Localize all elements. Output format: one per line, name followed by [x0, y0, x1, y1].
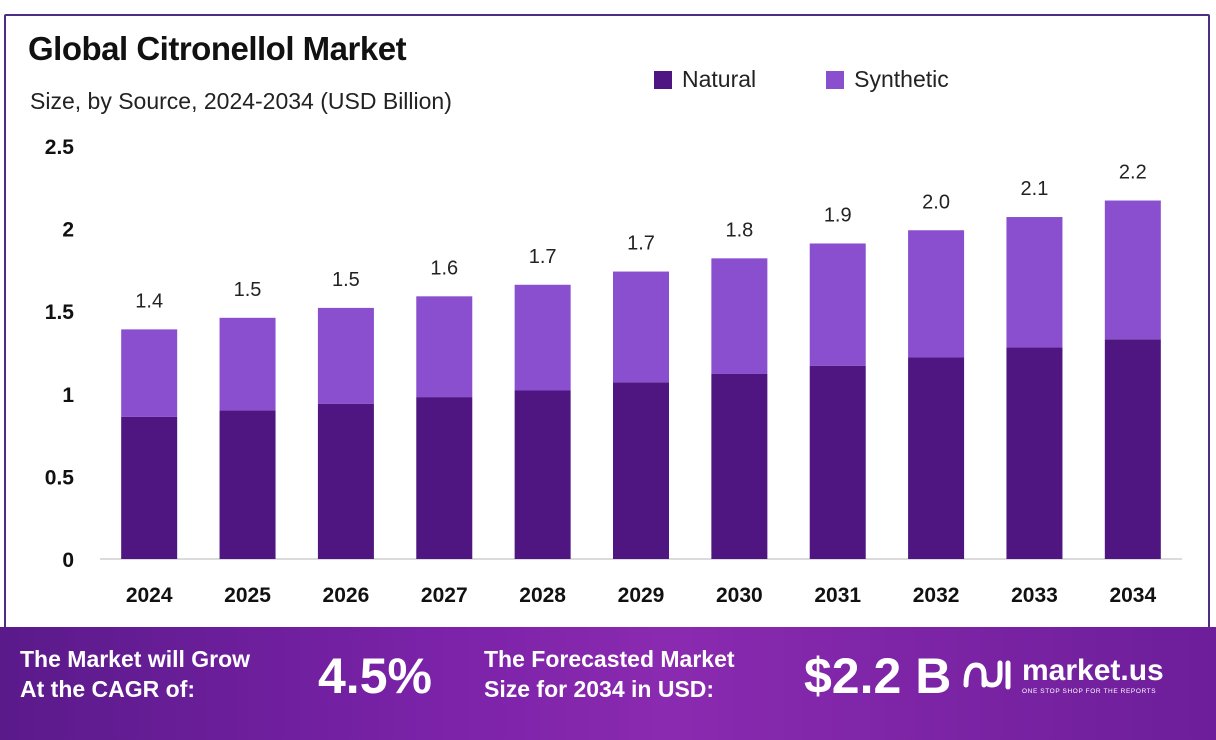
legend-swatch-synthetic	[826, 70, 845, 89]
bar-total-label: 1.7	[627, 233, 655, 255]
brand-text-block: market.us ONE STOP SHOP FOR THE REPORTS	[1022, 653, 1164, 695]
cagr-label-line1: The Market will Grow	[20, 646, 251, 672]
chart-title: Global Citronellol Market	[28, 30, 407, 67]
y-tick-label: 1.5	[45, 301, 75, 324]
bar-synthetic-2032	[908, 230, 965, 358]
bar-natural-2025	[219, 410, 276, 559]
bar-synthetic-2031	[809, 243, 866, 366]
bar-synthetic-2026	[317, 307, 374, 404]
forecast-label-line2: Size for 2034 in USD:	[484, 676, 715, 702]
bar-natural-2034	[1104, 339, 1161, 559]
cagr-value: 4.5%	[318, 648, 432, 704]
market-us-logo-icon	[963, 660, 1011, 690]
brand-tagline: ONE STOP SHOP FOR THE REPORTS	[1022, 687, 1157, 695]
x-tick-label: 2030	[716, 584, 763, 607]
legend-item-synthetic: Synthetic	[826, 66, 949, 93]
cagr-label-line2: At the CAGR of:	[20, 676, 196, 702]
bar-natural-2026	[317, 403, 374, 559]
x-tick-label: 2031	[814, 584, 861, 607]
bar-synthetic-2034	[1104, 200, 1161, 340]
bar-total-label: 1.6	[430, 257, 458, 279]
x-tick-label: 2029	[618, 584, 665, 607]
legend-label-natural: Natural	[682, 66, 757, 92]
brand-name: market.us	[1022, 653, 1164, 687]
y-tick-label: 0	[62, 549, 74, 572]
x-tick-label: 2028	[519, 584, 566, 607]
x-tick-label: 2024	[126, 584, 173, 607]
x-tick-label: 2025	[224, 584, 271, 607]
cagr-label: The Market will Grow At the CAGR of:	[20, 644, 250, 704]
bar-total-label: 1.5	[332, 269, 360, 291]
bar-total-label: 1.5	[234, 279, 262, 301]
bar-natural-2028	[514, 390, 571, 559]
bar-total-label: 1.9	[824, 204, 852, 226]
x-tick-label: 2032	[913, 584, 960, 607]
forecast-value: $2.2 B	[804, 648, 952, 704]
bar-synthetic-2025	[219, 317, 276, 411]
bar-synthetic-2027	[416, 296, 473, 398]
summary-banner: The Market will Grow At the CAGR of: 4.5…	[0, 627, 1216, 740]
x-tick-label: 2033	[1011, 584, 1058, 607]
bar-synthetic-2028	[514, 284, 571, 391]
bar-natural-2024	[121, 416, 178, 559]
bar-synthetic-2033	[1006, 217, 1063, 348]
bar-natural-2032	[908, 357, 965, 559]
y-tick-label: 0.5	[45, 466, 75, 489]
x-tick-label: 2027	[421, 584, 468, 607]
bar-natural-2031	[809, 365, 866, 559]
forecast-label-line1: The Forecasted Market	[484, 646, 735, 672]
stacked-bar-chart: 0 0.5 1 1.5 2 2.5 1.4 2024 1.5 2025 1.5 2026 1.6 2027…	[45, 136, 1182, 607]
legend-swatch-natural	[654, 70, 672, 89]
bar-total-label: 2.2	[1119, 162, 1147, 184]
bar-total-label: 2.1	[1021, 178, 1049, 200]
forecast-label: The Forecasted Market Size for 2034 in U…	[484, 644, 735, 704]
bar-total-label: 1.7	[529, 246, 557, 268]
bar-natural-2029	[613, 382, 669, 559]
chart-subtitle: Size, by Source, 2024-2034 (USD Billion)	[30, 88, 452, 114]
bar-natural-2030	[711, 373, 768, 559]
bar-total-label: 1.8	[725, 219, 753, 241]
bar-total-label: 2.0	[922, 191, 950, 213]
x-tick-label: 2026	[323, 584, 370, 607]
bar-total-label: 1.4	[135, 290, 163, 312]
legend: Natural Synthetic	[654, 66, 949, 93]
bar-synthetic-2030	[711, 258, 768, 374]
bar-natural-2027	[416, 397, 473, 559]
y-tick-label: 2.5	[45, 136, 75, 159]
bar-synthetic-2029	[613, 271, 669, 383]
bar-natural-2033	[1006, 347, 1063, 559]
legend-item-natural: Natural	[654, 66, 756, 93]
brand-logo: market.us ONE STOP SHOP FOR THE REPORTS	[962, 655, 1164, 695]
x-tick-label: 2034	[1109, 584, 1156, 607]
bar-synthetic-2024	[121, 329, 178, 417]
y-tick-label: 2	[62, 219, 74, 242]
y-tick-label: 1	[62, 384, 74, 407]
legend-label-synthetic: Synthetic	[854, 66, 949, 92]
